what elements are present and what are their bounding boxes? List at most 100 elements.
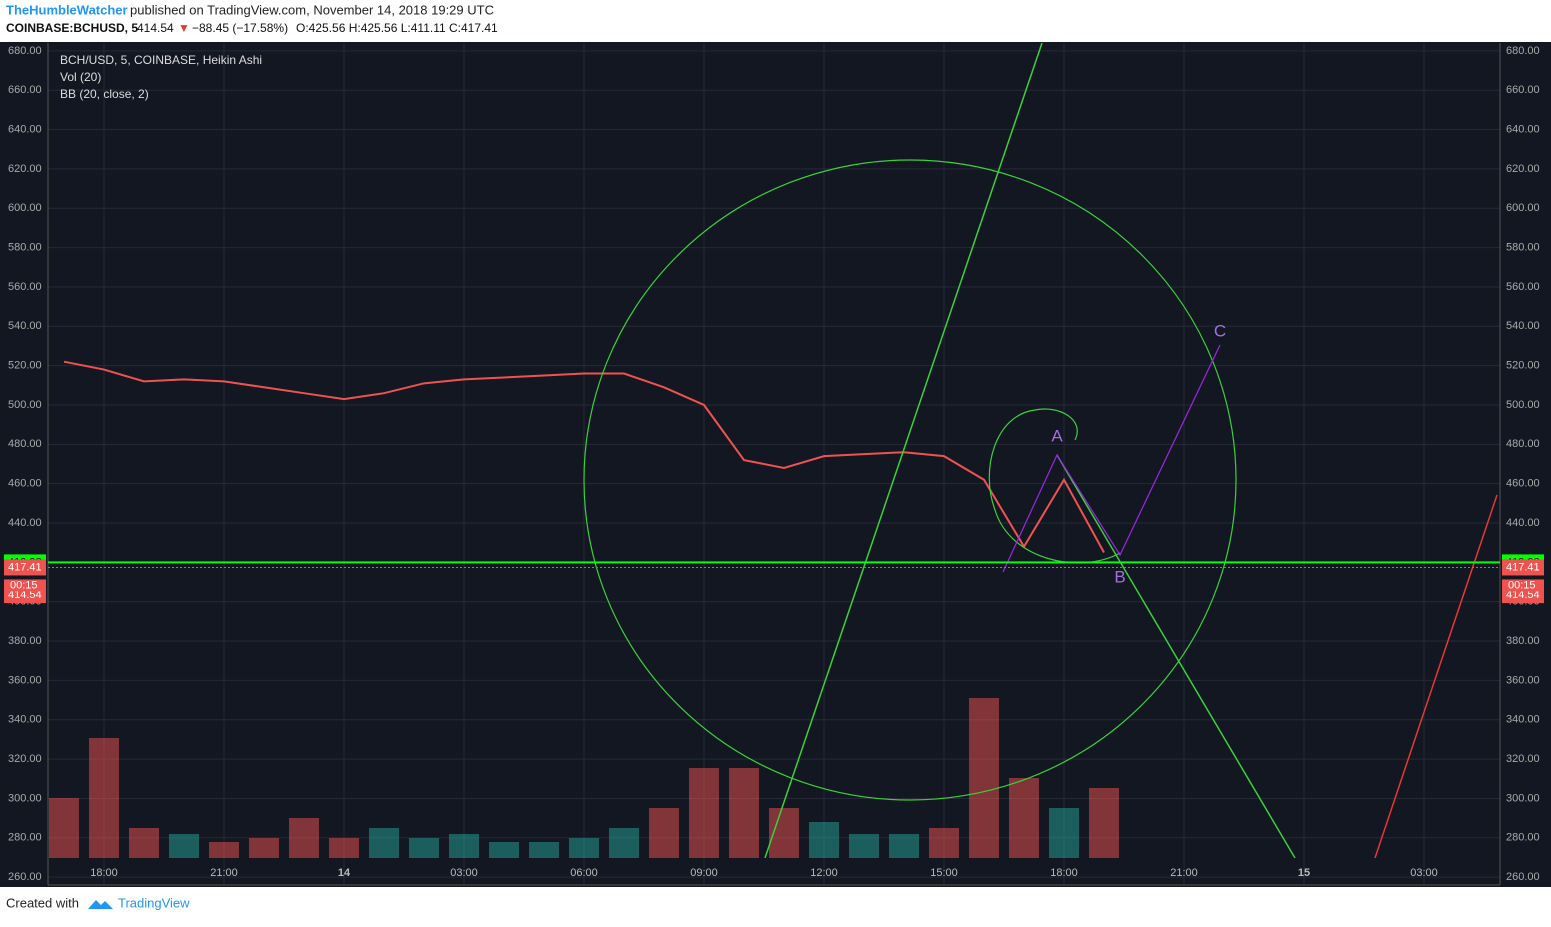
volume-bar: [289, 818, 319, 858]
price-label: 417.41: [1506, 561, 1540, 573]
y-tick-label: 440.00: [1506, 517, 1540, 529]
y-tick-label: 540.00: [1506, 320, 1540, 332]
x-tick-label: 18:00: [90, 867, 118, 879]
price-tag: [1502, 559, 1544, 576]
countdown: 00:15: [10, 579, 38, 591]
change: −88.45 (−17.58%): [192, 21, 288, 35]
annotation: C: [1214, 321, 1226, 340]
x-tick-label: 14: [338, 867, 351, 879]
price-tag: [4, 559, 46, 576]
y-tick-label: 480.00: [8, 438, 42, 450]
trend-line: [1056, 454, 1296, 858]
legend-entry: BCH/USD, 5, COINBASE, Heikin Ashi: [60, 53, 262, 67]
x-tick-label: 03:00: [1410, 867, 1438, 879]
volume-bar: [489, 842, 519, 858]
y-tick-label: 440.00: [8, 517, 42, 529]
symbol: COINBASE:BCHUSD, 5: [6, 21, 138, 35]
trend-line: [1374, 494, 1498, 858]
y-tick-label: 360.00: [8, 674, 42, 686]
volume-bar: [729, 768, 759, 858]
arrow: ▼: [178, 21, 190, 35]
annotation: A: [1051, 426, 1063, 445]
volume-bar: [449, 834, 479, 858]
x-tick-label: 03:00: [450, 867, 478, 879]
y-tick-label: 640.00: [1506, 123, 1540, 135]
volume-bar: [1089, 788, 1119, 858]
x-tick-label: 15: [1298, 867, 1310, 879]
trend-line: [764, 43, 1043, 858]
y-tick-label: 540.00: [8, 320, 42, 332]
volume-bar: [929, 828, 959, 858]
y-tick-label: 500.00: [1506, 399, 1540, 411]
y-tick-label: 300.00: [1506, 792, 1540, 804]
published: published on TradingView.com, November 1…: [130, 2, 494, 17]
volume-bar: [809, 822, 839, 858]
y-tick-label: 620.00: [1506, 163, 1540, 175]
volume-bar: [129, 828, 159, 858]
price-label: 417.41: [8, 561, 42, 573]
y-tick-label: 680.00: [8, 45, 42, 57]
y-tick-label: 520.00: [8, 360, 42, 372]
x-tick-label: 09:00: [690, 867, 718, 879]
annotation: B: [1114, 567, 1125, 586]
x-tick-label: 06:00: [570, 867, 598, 879]
y-tick-label: 580.00: [8, 242, 42, 254]
volume-bar: [689, 768, 719, 858]
ohlc: O:425.56 H:425.56 L:411.11 C:417.41: [296, 21, 498, 35]
volume-bar: [89, 738, 119, 858]
volume-bar: [249, 838, 279, 858]
x-tick-label: 15:00: [930, 867, 958, 879]
price-label: 414.54: [1506, 589, 1540, 601]
volume-bar: [649, 808, 679, 858]
y-tick-label: 260.00: [1506, 871, 1540, 883]
countdown-tag: [1502, 579, 1544, 592]
y-tick-label: 560.00: [1506, 281, 1540, 293]
volume-bar: [529, 842, 559, 858]
y-tick-label: 620.00: [8, 163, 42, 175]
y-tick-label: 340.00: [8, 714, 42, 726]
volume-bar: [409, 838, 439, 858]
last-price: 414.54: [137, 21, 174, 35]
x-tick-label: 12:00: [810, 867, 838, 879]
volume-bar: [889, 834, 919, 858]
y-tick-label: 640.00: [8, 123, 42, 135]
logo: [88, 900, 113, 909]
x-tick-label: 21:00: [210, 867, 238, 879]
y-tick-label: 460.00: [8, 478, 42, 490]
y-tick-label: 280.00: [8, 832, 42, 844]
price: [63, 360, 1105, 554]
y-tick-label: 480.00: [1506, 438, 1540, 450]
y-tick-label: 560.00: [8, 281, 42, 293]
legend-entry: Vol (20): [60, 70, 101, 84]
y-tick-label: 260.00: [8, 871, 42, 883]
y-tick-label: 320.00: [1506, 753, 1540, 765]
legend-entry: BB (20, close, 2): [60, 87, 149, 101]
header-bg: [0, 0, 1551, 42]
y-tick-label: 600.00: [1506, 202, 1540, 214]
volume-bar: [329, 838, 359, 858]
volume-bar: [1049, 808, 1079, 858]
y-tick-label: 340.00: [1506, 714, 1540, 726]
x-tick-label: 18:00: [1050, 867, 1078, 879]
abc-pattern: [1002, 344, 1221, 573]
volume-bar: [209, 842, 239, 858]
volume-bar: [609, 828, 639, 858]
volume-bar: [969, 698, 999, 858]
spiral: [988, 408, 1121, 564]
y-tick-label: 280.00: [1506, 832, 1540, 844]
volume-bar: [1009, 778, 1039, 858]
volume-bar: [569, 838, 599, 858]
y-tick-label: 380.00: [8, 635, 42, 647]
y-tick-label: 500.00: [8, 399, 42, 411]
y-tick-label: 580.00: [1506, 242, 1540, 254]
author[interactable]: TheHumbleWatcher: [6, 2, 128, 17]
fib-circle: [583, 159, 1237, 801]
y-tick-label: 600.00: [8, 202, 42, 214]
volume-bar: [369, 828, 399, 858]
footer-brand[interactable]: TradingView: [118, 895, 190, 910]
grid: [48, 43, 1500, 885]
footer-bg: [0, 887, 1551, 922]
axes: 680.00 680.00 660.00 660.00 640.00 640.00 620.…: [0, 43, 1544, 886]
drawings: [583, 43, 1498, 858]
volume-bar: [49, 798, 79, 858]
